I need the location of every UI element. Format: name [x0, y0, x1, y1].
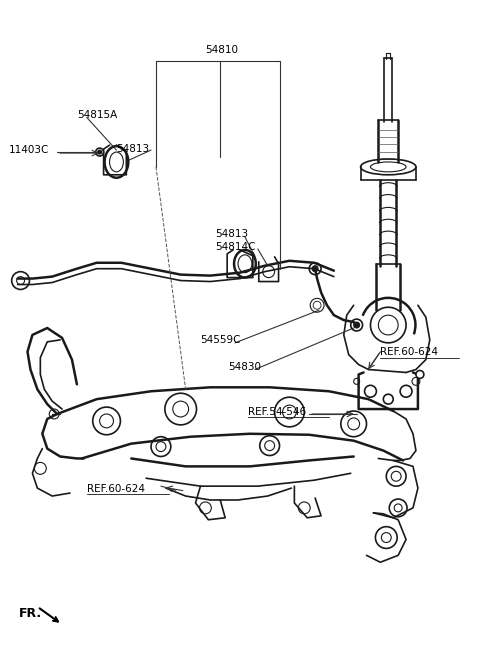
Text: FR.: FR. [19, 607, 42, 620]
Circle shape [416, 371, 424, 379]
Circle shape [354, 322, 360, 328]
Text: 54559C: 54559C [201, 335, 241, 345]
Text: 54815A: 54815A [77, 110, 117, 119]
Text: REF.54-546: REF.54-546 [248, 407, 306, 417]
Text: 54810: 54810 [205, 45, 239, 55]
Text: REF.60-624: REF.60-624 [380, 347, 438, 357]
Text: 54814C: 54814C [216, 242, 256, 252]
Text: REF.60-624: REF.60-624 [87, 484, 145, 494]
Circle shape [313, 301, 321, 309]
Circle shape [97, 150, 102, 154]
Text: 54813: 54813 [117, 144, 150, 154]
Text: 54813: 54813 [216, 229, 249, 239]
Text: 54830: 54830 [228, 361, 261, 371]
Circle shape [312, 266, 318, 272]
Text: 11403C: 11403C [9, 145, 49, 155]
